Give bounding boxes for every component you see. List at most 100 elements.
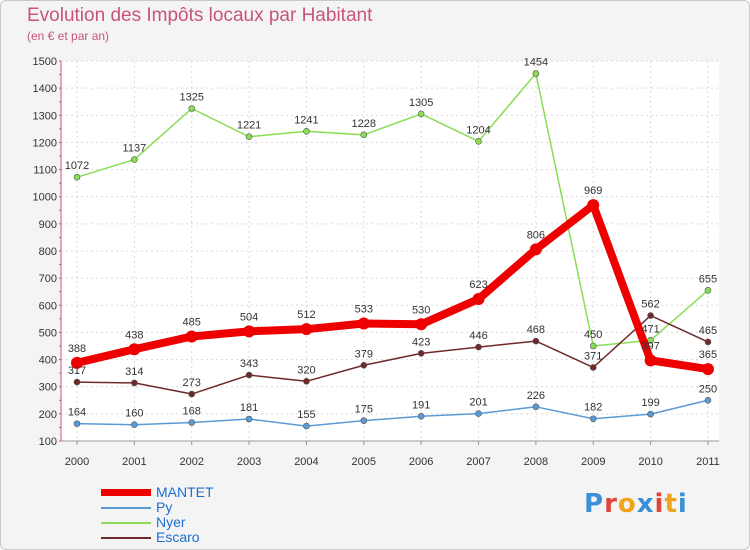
data-point-py: [188, 419, 196, 426]
data-point-escaro: [589, 364, 597, 371]
data-point-mantet: [529, 243, 542, 256]
data-point-py: [647, 410, 654, 418]
data-label-nyer: 1305: [409, 97, 433, 109]
logo-letter: t: [664, 489, 678, 519]
data-label-py: 199: [641, 397, 659, 409]
legend-swatch-escaro: [101, 537, 151, 539]
data-point-py: [417, 412, 425, 420]
data-point-escaro: [245, 371, 253, 379]
data-label-escaro: 314: [125, 366, 143, 378]
data-point-escaro: [73, 378, 81, 386]
data-point-py: [704, 396, 712, 404]
legend-label-escaro: Escaro: [156, 529, 200, 545]
data-point-escaro: [131, 379, 138, 387]
y-tick-label: 500: [39, 327, 57, 339]
legend-label-py: Py: [156, 499, 173, 515]
x-tick-label: 2002: [179, 456, 203, 468]
data-label-mantet: 512: [297, 309, 315, 321]
data-label-escaro: 273: [183, 377, 201, 389]
data-label-py: 191: [412, 399, 430, 411]
x-tick-label: 2003: [237, 456, 261, 468]
legend-swatch-py: [101, 507, 151, 509]
data-label-py: 181: [240, 402, 258, 414]
x-tick-label: 2007: [466, 456, 490, 468]
data-point-mantet: [587, 199, 600, 212]
data-point-escaro: [360, 361, 368, 369]
x-tick-label: 2011: [696, 456, 720, 468]
data-label-py: 201: [469, 397, 487, 409]
y-tick-label: 300: [39, 382, 57, 394]
proxiti-logo: Proxiti: [584, 489, 688, 519]
data-point-nyer: [647, 336, 654, 344]
data-label-mantet: 388: [68, 343, 86, 355]
data-label-mantet: 438: [125, 329, 143, 341]
data-label-mantet: 623: [469, 279, 487, 291]
data-label-escaro: 468: [527, 324, 545, 336]
data-point-nyer: [188, 105, 196, 112]
data-label-mantet: 365: [699, 349, 717, 361]
y-tick-label: 1200: [33, 137, 57, 149]
data-point-escaro: [704, 338, 712, 346]
data-point-nyer: [417, 110, 425, 118]
logo-letter: i: [654, 489, 665, 519]
data-label-nyer: 655: [699, 273, 717, 285]
logo-letter: i: [677, 489, 688, 519]
series-line-py: [76, 399, 709, 427]
y-tick-label: 1000: [33, 192, 57, 204]
data-label-py: 182: [584, 402, 602, 414]
data-point-mantet: [701, 363, 714, 376]
legend-item-escaro: Escaro: [101, 530, 301, 545]
data-label-nyer: 1228: [352, 118, 376, 130]
data-label-nyer: 1072: [65, 160, 89, 172]
data-point-mantet: [128, 343, 141, 356]
data-point-mantet: [243, 325, 256, 338]
data-point-escaro: [417, 350, 425, 357]
data-label-nyer: 1137: [123, 143, 147, 155]
y-tick-label: 100: [39, 436, 57, 448]
data-label-py: 175: [355, 404, 373, 416]
data-point-py: [360, 417, 368, 424]
data-point-mantet: [71, 356, 83, 369]
data-point-nyer: [532, 70, 540, 77]
data-point-escaro: [475, 343, 482, 351]
data-point-mantet: [415, 318, 428, 331]
data-point-escaro: [647, 312, 654, 319]
legend-item-py: Py: [101, 500, 301, 515]
data-label-mantet: 806: [527, 229, 545, 241]
data-label-mantet: 504: [240, 311, 258, 323]
logo-letter: x: [636, 489, 655, 519]
data-label-py: 164: [68, 407, 86, 419]
data-point-nyer: [704, 287, 712, 294]
y-tick-label: 700: [39, 273, 57, 285]
legend-item-nyer: Nyer: [101, 515, 301, 530]
data-label-py: 160: [125, 408, 143, 420]
x-tick-label: 2009: [581, 456, 605, 468]
data-point-escaro: [532, 337, 540, 345]
data-label-mantet: 530: [412, 304, 430, 316]
data-point-py: [532, 403, 540, 411]
x-tick-label: 2008: [524, 456, 548, 468]
data-label-py: 168: [183, 406, 201, 418]
data-label-nyer: 450: [584, 329, 602, 341]
data-point-py: [73, 420, 81, 427]
data-point-nyer: [589, 342, 597, 350]
series-line-mantet: [73, 201, 712, 374]
data-point-mantet: [644, 354, 657, 367]
data-label-escaro: 379: [355, 348, 373, 360]
data-label-py: 250: [699, 383, 717, 395]
data-point-py: [589, 415, 597, 423]
y-tick-label: 800: [39, 246, 57, 258]
logo-letter: o: [617, 489, 637, 519]
chart-title: Evolution des Impôts locaux par Habitant: [27, 5, 373, 26]
series-line-nyer: [76, 72, 709, 347]
data-point-escaro: [303, 377, 310, 385]
logo-letter: r: [604, 489, 618, 519]
data-label-nyer: 1241: [294, 114, 318, 126]
data-point-mantet: [185, 330, 198, 343]
data-label-escaro: 562: [641, 299, 659, 311]
data-label-mantet: 533: [355, 303, 373, 315]
data-label-mantet: 397: [641, 340, 659, 352]
x-tick-label: 2004: [294, 456, 318, 468]
